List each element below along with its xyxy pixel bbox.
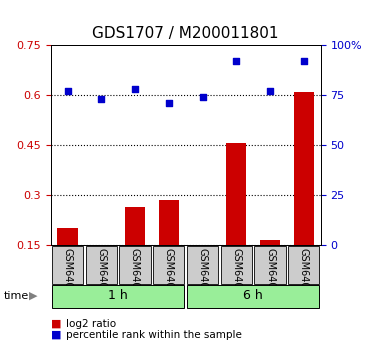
Point: [166, 100, 172, 106]
FancyBboxPatch shape: [52, 285, 184, 308]
Text: ■: ■: [51, 319, 61, 328]
Bar: [192, 245, 213, 257]
Text: GSM64044: GSM64044: [164, 248, 174, 301]
FancyBboxPatch shape: [52, 246, 83, 284]
Bar: [294, 91, 314, 245]
Text: 6 h: 6 h: [243, 289, 263, 302]
Bar: [91, 245, 111, 250]
Bar: [260, 240, 280, 245]
Text: GSM64043: GSM64043: [130, 248, 140, 301]
Text: log2 ratio: log2 ratio: [66, 319, 116, 328]
Text: ■: ■: [51, 330, 61, 339]
FancyBboxPatch shape: [288, 246, 319, 284]
Text: GSM64047: GSM64047: [265, 248, 275, 301]
Point: [200, 94, 206, 100]
Text: 1 h: 1 h: [108, 289, 128, 302]
Bar: [226, 143, 246, 245]
FancyBboxPatch shape: [187, 246, 218, 284]
Text: GSM64042: GSM64042: [96, 248, 106, 301]
Text: time: time: [4, 291, 29, 301]
FancyBboxPatch shape: [86, 246, 117, 284]
Text: ▶: ▶: [28, 291, 37, 301]
FancyBboxPatch shape: [153, 246, 184, 284]
Bar: [159, 200, 179, 245]
Point: [98, 96, 104, 102]
FancyBboxPatch shape: [187, 285, 319, 308]
Bar: [57, 228, 78, 245]
FancyBboxPatch shape: [120, 246, 150, 284]
Point: [267, 88, 273, 93]
Text: GSM64048: GSM64048: [299, 248, 309, 301]
Bar: [125, 207, 145, 245]
Point: [64, 88, 70, 93]
FancyBboxPatch shape: [221, 246, 252, 284]
Point: [301, 58, 307, 63]
FancyBboxPatch shape: [255, 246, 285, 284]
Point: [132, 86, 138, 92]
Text: GSM64046: GSM64046: [231, 248, 241, 301]
Title: GDS1707 / M200011801: GDS1707 / M200011801: [92, 26, 279, 41]
Text: percentile rank within the sample: percentile rank within the sample: [66, 330, 242, 339]
Text: GSM64041: GSM64041: [63, 248, 72, 301]
Text: GSM64045: GSM64045: [198, 248, 207, 301]
Point: [233, 58, 239, 63]
